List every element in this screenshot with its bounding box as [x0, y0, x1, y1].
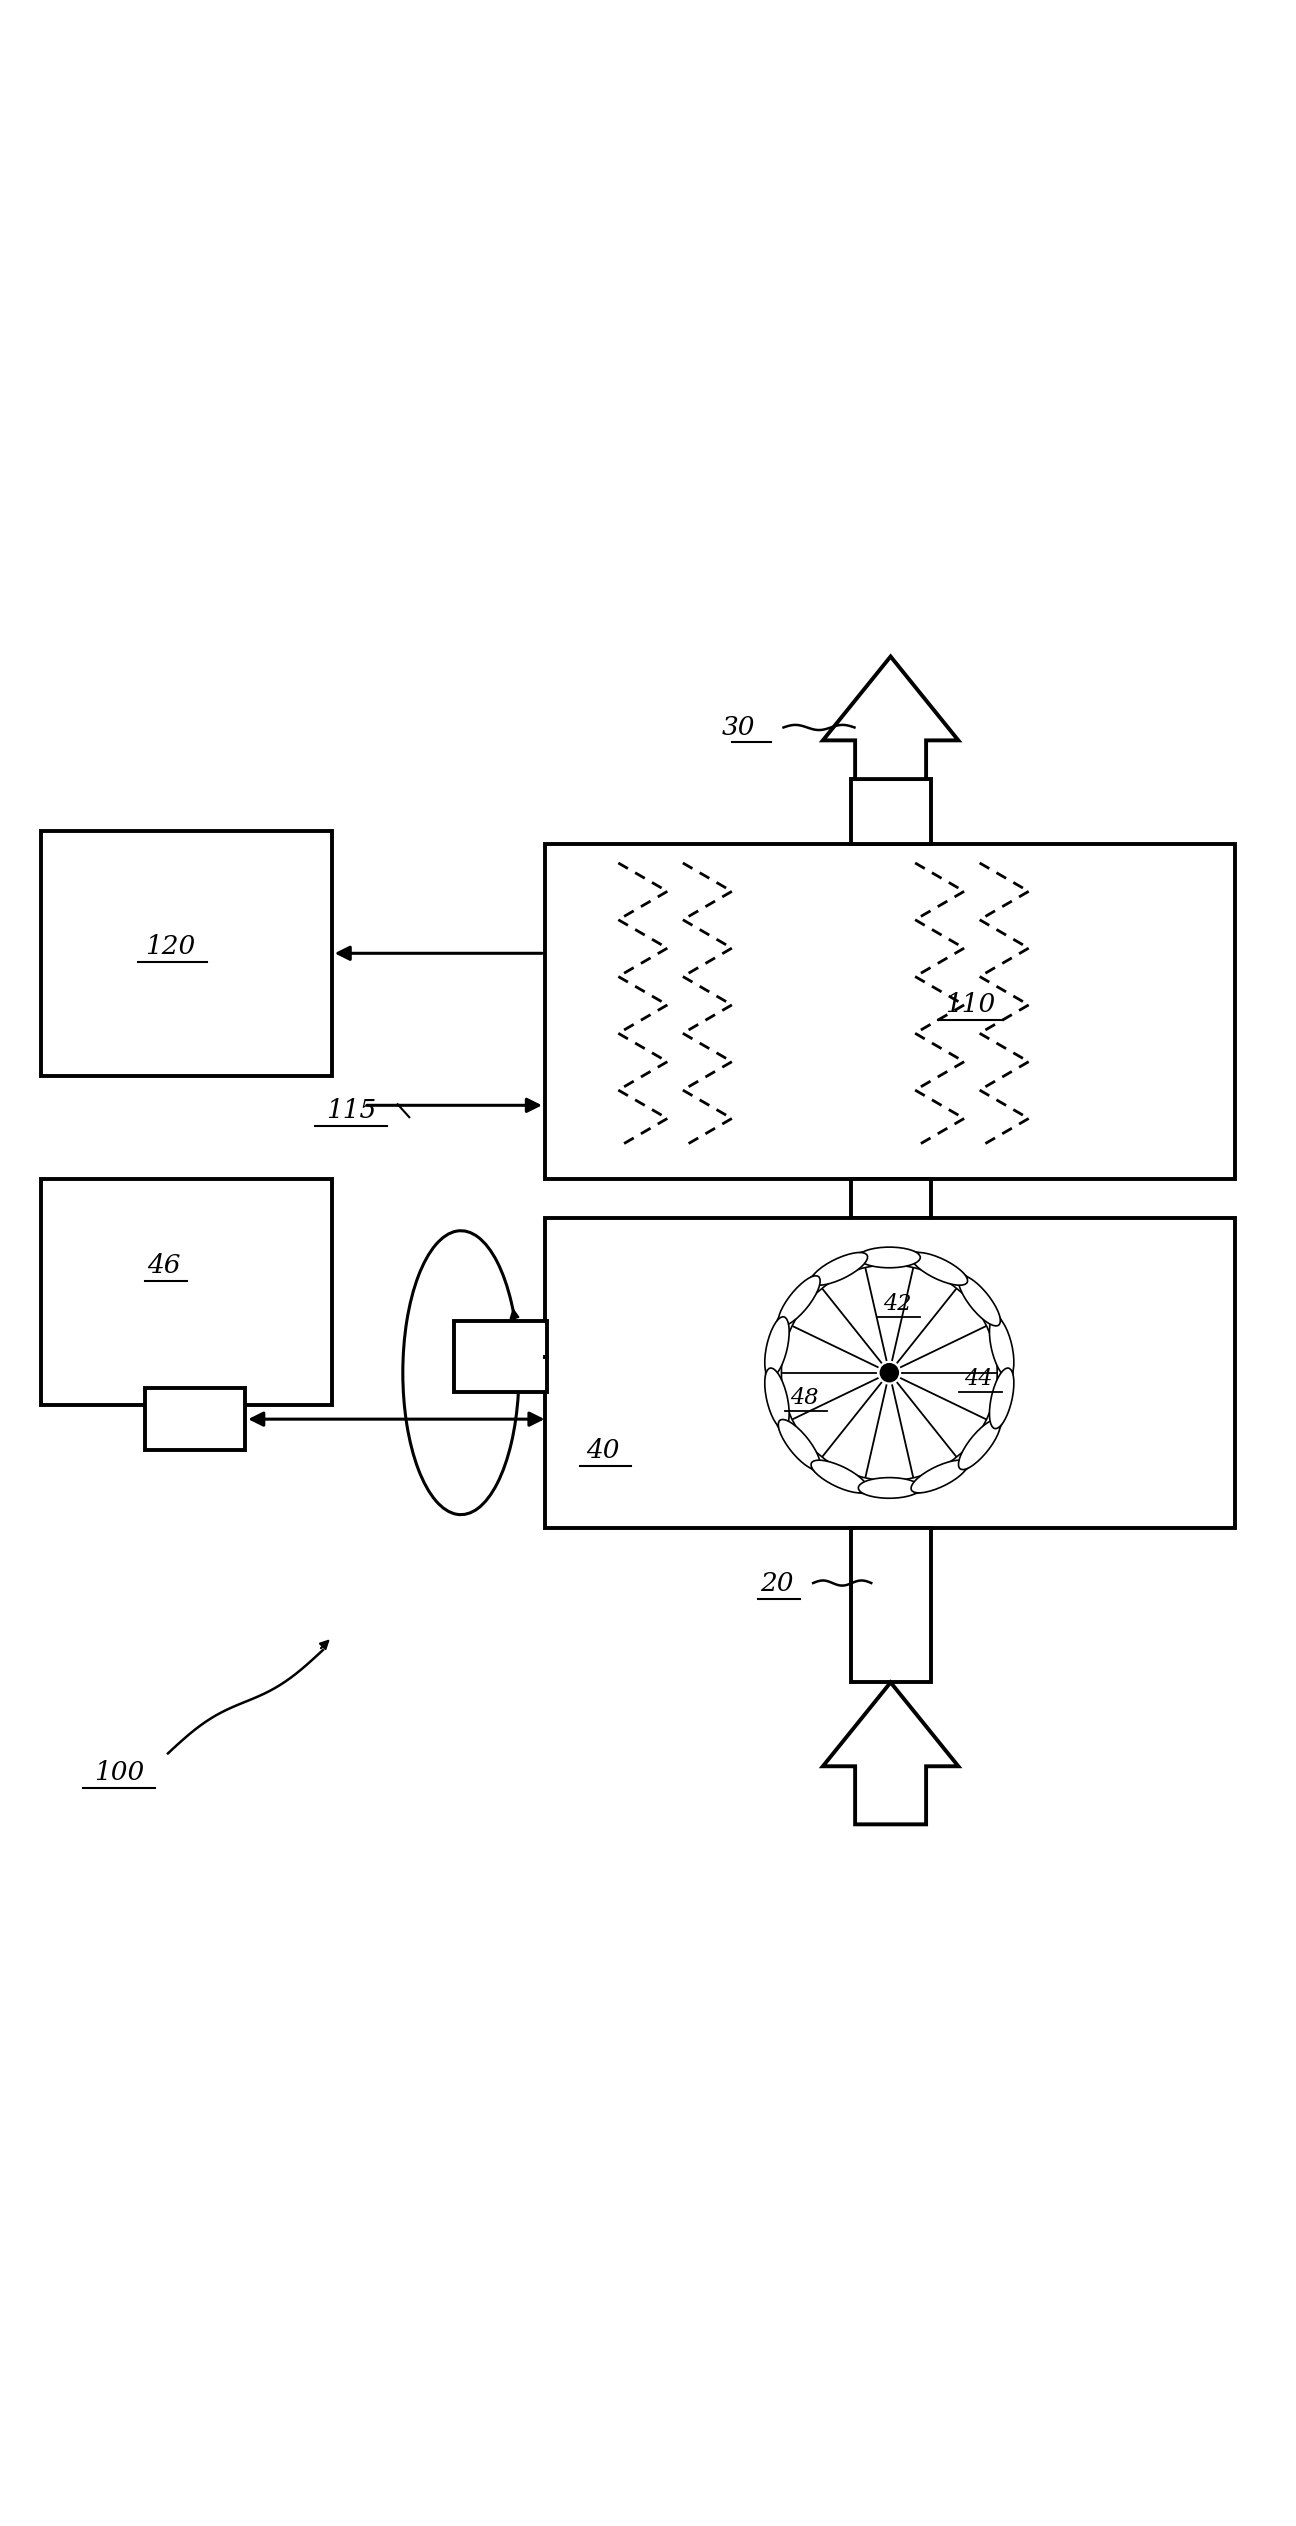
Ellipse shape	[858, 1478, 920, 1498]
Bar	[455, 1321, 547, 1392]
Bar	[544, 844, 1235, 1180]
Ellipse shape	[811, 1460, 867, 1493]
Text: 30: 30	[722, 715, 756, 740]
Ellipse shape	[779, 1420, 820, 1470]
Ellipse shape	[779, 1276, 820, 1326]
Ellipse shape	[911, 1253, 968, 1286]
Text: 100: 100	[93, 1761, 144, 1786]
Ellipse shape	[989, 1369, 1013, 1430]
Text: 48: 48	[789, 1387, 818, 1410]
Polygon shape	[823, 1682, 958, 1824]
Ellipse shape	[765, 1369, 789, 1430]
Ellipse shape	[989, 1316, 1013, 1377]
Bar	[41, 831, 332, 1076]
Ellipse shape	[959, 1420, 1001, 1470]
Ellipse shape	[911, 1460, 968, 1493]
Bar	[544, 1218, 1235, 1528]
Text: 40: 40	[586, 1437, 619, 1463]
Text: 42: 42	[883, 1293, 911, 1316]
Text: 120: 120	[145, 935, 196, 960]
Circle shape	[880, 1364, 898, 1382]
Bar	[850, 1180, 931, 1218]
Ellipse shape	[959, 1276, 1001, 1326]
Text: 46: 46	[148, 1253, 181, 1278]
Text: 115: 115	[327, 1099, 376, 1124]
Ellipse shape	[858, 1248, 920, 1268]
Ellipse shape	[765, 1316, 789, 1377]
Bar	[850, 778, 931, 844]
Polygon shape	[823, 657, 958, 778]
Ellipse shape	[811, 1253, 867, 1286]
Bar	[850, 1528, 931, 1682]
Text: 20: 20	[761, 1571, 793, 1596]
Bar	[145, 1389, 245, 1450]
Text: 110: 110	[946, 993, 995, 1018]
Text: 44: 44	[964, 1369, 993, 1389]
Bar	[41, 1180, 332, 1404]
